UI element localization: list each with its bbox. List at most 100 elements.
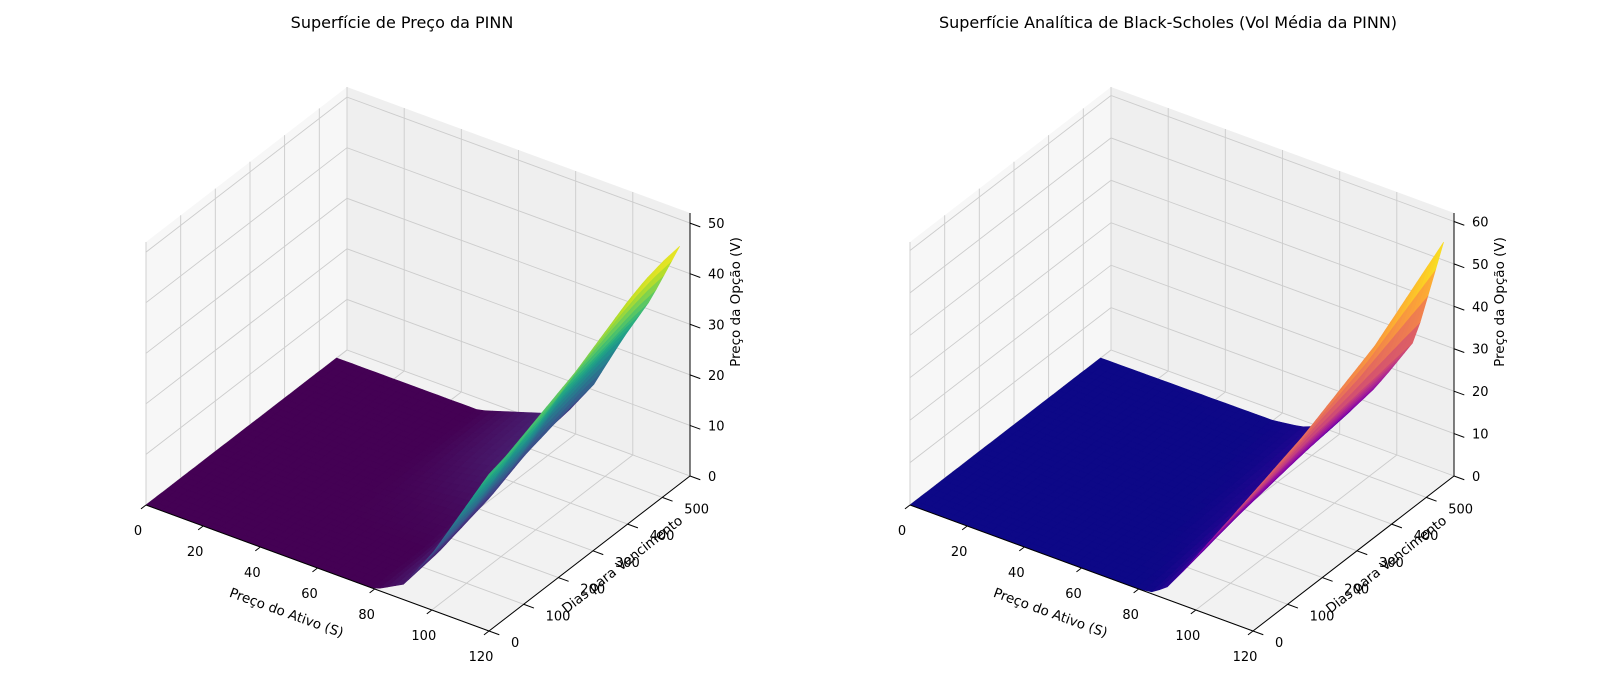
z-tick <box>689 222 701 228</box>
y-tick-label: 300 <box>615 556 640 571</box>
z-tick-label: 0 <box>708 470 716 485</box>
x-tick <box>904 504 911 510</box>
chart-black-scholes-surface: Superfície Analítica de Black-Scholes (V… <box>898 13 1508 665</box>
x-tick <box>1133 588 1139 594</box>
x-tick-label: 40 <box>1008 566 1025 581</box>
x-tick-label: 0 <box>134 524 142 539</box>
axis-lines: 0 20 40 60 80 100 120 0 100 200 300 400 500 0 10 20 30 40… <box>898 213 1489 665</box>
z-grid-line <box>909 137 1455 294</box>
chart-title: Superfície de Preço da PINN <box>291 13 514 32</box>
x-tick-label: 120 <box>1233 650 1258 665</box>
z-grid-line <box>909 179 1455 336</box>
z-tick-label: 50 <box>1472 258 1489 273</box>
surface-patch <box>480 468 495 486</box>
y-tick-label: 500 <box>1448 502 1473 517</box>
x-tick-label: 100 <box>411 629 436 644</box>
z-tick <box>1453 433 1465 438</box>
y-tick <box>662 496 673 502</box>
y-tick-label: 400 <box>650 529 675 544</box>
y-tick-label: 400 <box>1414 529 1439 544</box>
x-tick-label: 20 <box>187 545 204 560</box>
x-tick-label: 60 <box>301 587 318 602</box>
z-grid-line <box>145 147 691 304</box>
y-tick <box>1287 603 1299 609</box>
z-tick-label: 60 <box>1472 215 1489 230</box>
z-grid-line <box>909 222 1455 379</box>
y-tick-label: 300 <box>1379 556 1404 571</box>
y-tick <box>1322 577 1333 582</box>
y-tick <box>488 630 500 636</box>
y-tick <box>523 603 535 609</box>
surface-patch <box>1244 486 1259 503</box>
x-tick <box>312 567 318 573</box>
x-tick <box>1190 609 1197 615</box>
z-tick-label: 20 <box>708 369 725 384</box>
z-tick <box>689 273 701 278</box>
x-tick-label: 120 <box>469 650 494 665</box>
y-tick-label: 200 <box>580 583 605 598</box>
z-tick-label: 10 <box>1472 428 1489 443</box>
z-tick-label: 40 <box>1472 300 1489 315</box>
x-tick-label: 60 <box>1065 587 1082 602</box>
x-tick-label: 40 <box>244 566 261 581</box>
z-tick <box>689 323 701 329</box>
z-axis-label: Preço da Opção (V) <box>728 237 744 367</box>
y-tick <box>1391 523 1403 529</box>
chart-pinn-surface: Superfície de Preço da PINN 020406080100… <box>134 13 744 665</box>
z-grid-line <box>145 96 691 253</box>
z-tick <box>689 475 701 481</box>
z-tick-label: 30 <box>1472 343 1489 358</box>
z-tick <box>689 374 701 380</box>
x-tick-label: 20 <box>951 545 968 560</box>
z-tick-label: 0 <box>1472 470 1480 485</box>
x-tick-label: 80 <box>1122 608 1139 623</box>
z-tick <box>1453 348 1465 353</box>
x-tick <box>1076 567 1082 573</box>
x-tick <box>961 525 968 531</box>
x-axis-label: Preço do Ativo (S) <box>991 585 1109 641</box>
z-tick-label: 40 <box>708 268 725 283</box>
left-pane <box>146 87 347 505</box>
y-axis-line <box>1252 475 1455 632</box>
left-pane <box>910 87 1111 505</box>
x-tick <box>140 504 147 510</box>
x-tick-label: 100 <box>1175 629 1200 644</box>
z-tick-label: 50 <box>708 217 725 232</box>
x-tick <box>483 630 490 636</box>
z-tick <box>1453 390 1465 396</box>
surface-mesh <box>145 246 680 589</box>
z-tick <box>689 424 701 430</box>
y-tick <box>1426 496 1437 502</box>
z-tick <box>1453 305 1465 311</box>
y-tick-label: 0 <box>511 636 519 651</box>
x-tick <box>197 525 204 531</box>
y-tick-label: 200 <box>1344 583 1369 598</box>
x-tick-label: 0 <box>898 524 906 539</box>
chart-title: Superfície Analítica de Black-Scholes (V… <box>939 13 1397 32</box>
z-tick-label: 20 <box>1472 385 1489 400</box>
z-grid-line <box>909 94 1455 251</box>
surface-mesh <box>909 241 1444 593</box>
x-tick-label: 80 <box>358 608 375 623</box>
y-tick <box>558 577 569 582</box>
y-tick <box>1356 550 1368 556</box>
z-tick <box>1453 263 1465 269</box>
y-tick-label: 100 <box>1310 609 1335 624</box>
y-tick-label: 0 <box>1275 636 1283 651</box>
x-tick <box>1247 630 1254 636</box>
y-tick-label: 500 <box>684 502 709 517</box>
y-tick-label: 100 <box>546 609 571 624</box>
z-axis-label: Preço da Opção (V) <box>1492 237 1508 367</box>
x-tick <box>369 588 375 594</box>
z-grid-line <box>909 264 1455 421</box>
x-tick <box>1019 546 1025 552</box>
y-tick <box>592 550 604 556</box>
y-tick <box>627 523 639 529</box>
y-axis-line <box>488 475 691 632</box>
z-tick-label: 10 <box>708 419 725 434</box>
z-grid-line <box>145 197 691 354</box>
axis-lines: 0 20 40 60 80 100 120 0 100 200 300 400 500 0 10 20 30 40… <box>134 213 725 665</box>
x-tick <box>255 546 261 552</box>
z-grid-line <box>145 248 691 405</box>
